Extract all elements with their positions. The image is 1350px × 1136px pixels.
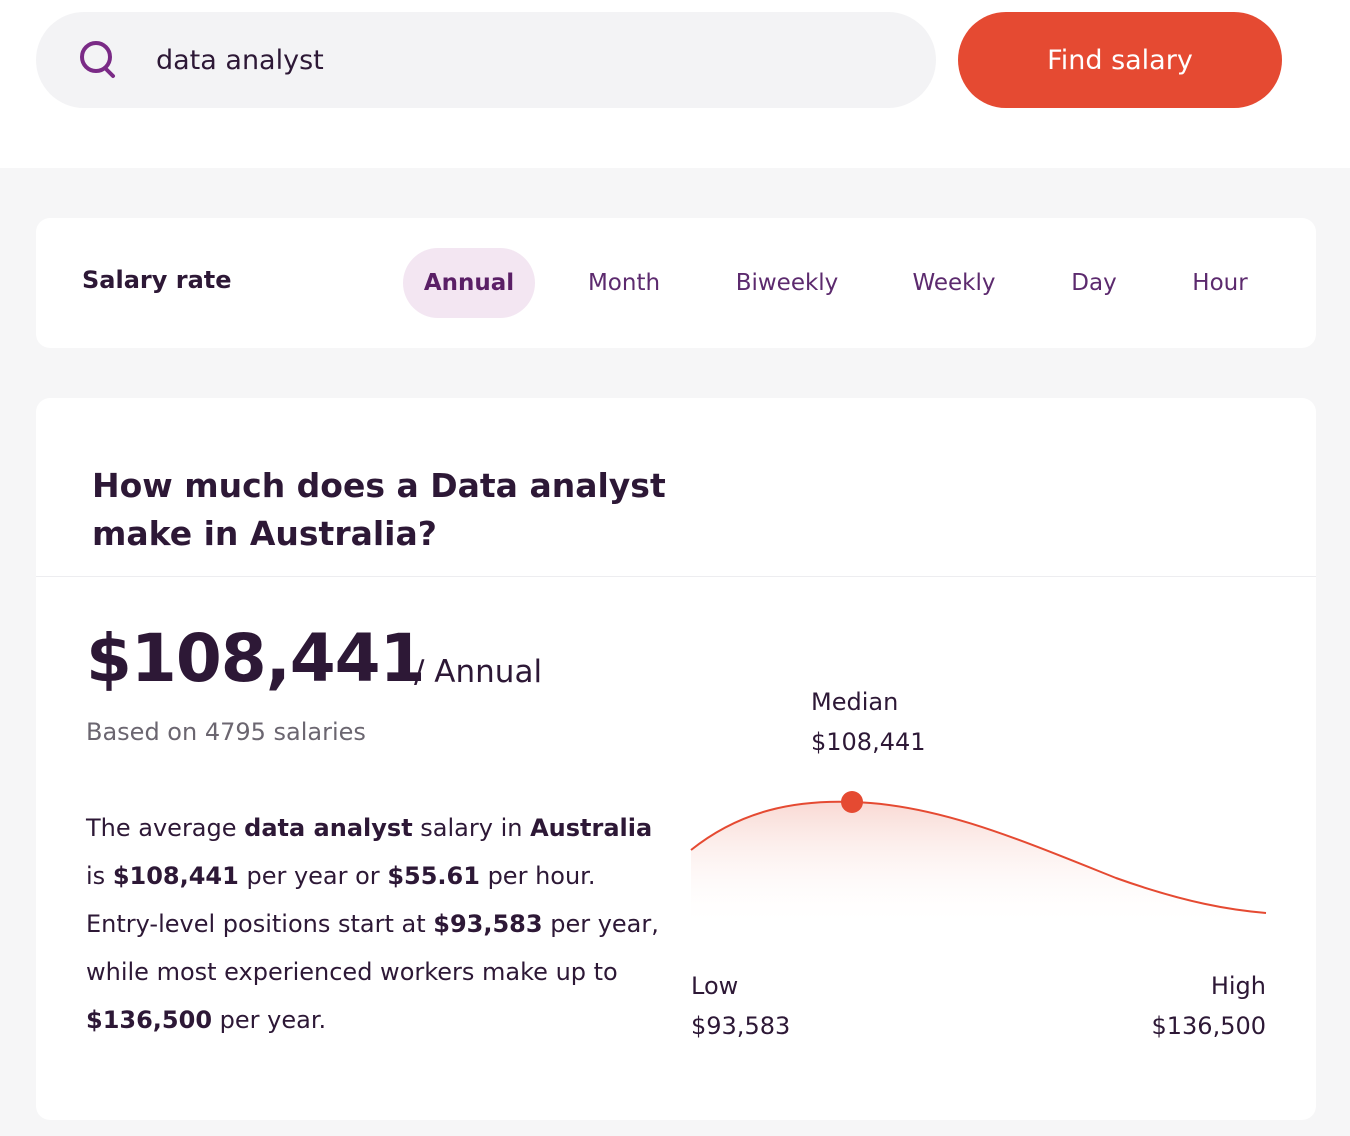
high-value: $136,500 bbox=[1151, 1012, 1266, 1040]
salary-rate-label: Salary rate bbox=[82, 266, 232, 294]
distribution-area bbox=[691, 801, 1266, 928]
tab-annual[interactable]: Annual bbox=[403, 248, 535, 318]
search-bar: Find salary bbox=[0, 0, 1350, 168]
salary-result-card: How much does a Data analyst make in Aus… bbox=[36, 398, 1316, 1120]
distribution-curve bbox=[690, 800, 1267, 914]
tab-day[interactable]: Day bbox=[1071, 270, 1117, 296]
tab-biweekly[interactable]: Biweekly bbox=[735, 270, 839, 296]
salary-count: Based on 4795 salaries bbox=[86, 718, 366, 746]
low-value: $93,583 bbox=[691, 1012, 791, 1040]
low-label: Low bbox=[691, 972, 739, 1000]
average-salary: $108,441 bbox=[86, 620, 426, 697]
median-marker bbox=[841, 791, 863, 813]
search-input[interactable] bbox=[156, 34, 896, 86]
salary-rate-card: Salary rate Annual Month Biweekly Weekly… bbox=[36, 218, 1316, 348]
tab-month[interactable]: Month bbox=[587, 270, 661, 296]
page-title: How much does a Data analyst make in Aus… bbox=[92, 466, 666, 553]
median-value: $108,441 bbox=[811, 728, 926, 756]
tab-weekly[interactable]: Weekly bbox=[912, 270, 996, 296]
find-salary-button[interactable]: Find salary bbox=[958, 12, 1282, 108]
salary-description: The average data analyst salary in Austr… bbox=[86, 814, 659, 1034]
salary-distribution-chart bbox=[690, 791, 1267, 928]
tab-hour[interactable]: Hour bbox=[1192, 270, 1248, 296]
search-box[interactable] bbox=[36, 12, 936, 108]
divider bbox=[36, 576, 1316, 577]
median-label: Median bbox=[811, 688, 899, 716]
high-label: High bbox=[1210, 972, 1266, 1000]
search-icon bbox=[80, 41, 115, 78]
salary-period: / Annual bbox=[414, 654, 543, 690]
